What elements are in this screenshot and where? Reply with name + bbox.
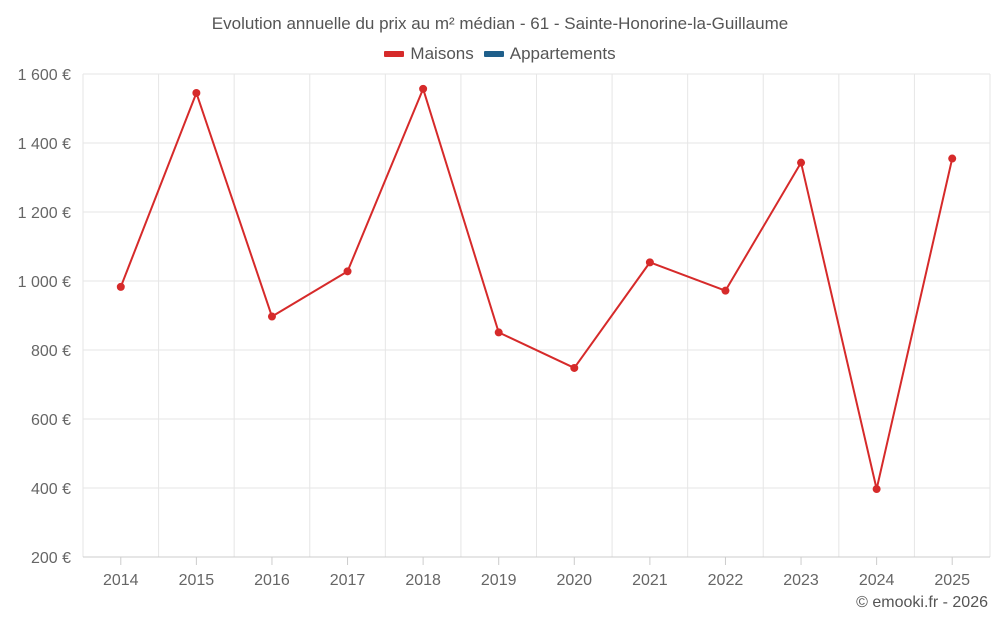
data-point-maisons-2021 (645, 258, 654, 267)
legend-label-maisons: Maisons (410, 44, 474, 63)
data-point-maisons-2025 (948, 154, 957, 163)
chart-title: Evolution annuelle du prix au m² médian … (211, 14, 789, 33)
data-point-maisons-2017 (343, 267, 352, 276)
legend-label-appartements: Appartements (509, 44, 616, 63)
data-point-maisons-2019 (494, 328, 503, 337)
x-tick-label: 2017 (330, 572, 366, 589)
y-tick-label: 200 € (31, 550, 71, 567)
data-point-maisons-2022 (721, 286, 730, 295)
data-point-maisons-2024 (872, 485, 881, 494)
y-tick-label: 400 € (31, 481, 71, 498)
y-tick-label: 600 € (31, 412, 71, 429)
x-tick-label: 2023 (783, 572, 819, 589)
chart-legend: Maisons Appartements (0, 44, 1000, 64)
data-point-maisons-2018 (419, 84, 428, 93)
y-tick-label: 1 600 € (18, 67, 71, 84)
x-tick-label: 2021 (632, 572, 668, 589)
x-tick-label: 2016 (254, 572, 290, 589)
data-point-maisons-2020 (570, 363, 579, 372)
legend-swatch-maisons (384, 51, 405, 57)
y-tick-label: 1 000 € (18, 274, 71, 291)
credit-text: © emooki.fr - 2026 (856, 594, 988, 611)
data-point-maisons-2015 (192, 88, 201, 97)
series-line-maisons (119, 87, 954, 491)
legend-item-appartements[interactable]: Appartements (483, 44, 616, 64)
x-tick-label: 2015 (179, 572, 215, 589)
legend-swatch-appartements (483, 51, 504, 57)
x-tick-label: 2018 (405, 572, 441, 589)
x-tick-label: 2025 (934, 572, 970, 589)
x-tick-label: 2024 (859, 572, 895, 589)
legend-item-maisons[interactable]: Maisons (384, 44, 474, 64)
y-tick-label: 800 € (31, 343, 71, 360)
x-tick-label: 2014 (103, 572, 139, 589)
y-tick-label: 1 200 € (18, 205, 71, 222)
data-point-maisons-2023 (797, 158, 806, 167)
y-tick-label: 1 400 € (18, 136, 71, 153)
data-point-maisons-2016 (267, 312, 276, 321)
x-tick-label: 2022 (708, 572, 744, 589)
x-tick-label: 2020 (556, 572, 592, 589)
data-point-maisons-2014 (116, 282, 125, 291)
x-tick-label: 2019 (481, 572, 517, 589)
